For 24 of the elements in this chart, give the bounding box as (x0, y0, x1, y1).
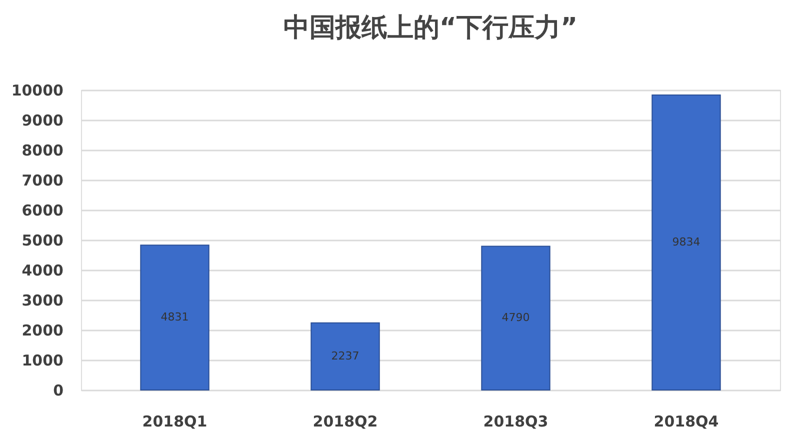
y-tick-label: 10000 (11, 82, 64, 100)
y-tick-label: 2000 (22, 322, 64, 340)
x-tick-label: 2018Q3 (483, 412, 548, 430)
data-label: 2237 (331, 349, 360, 362)
data-label: 4831 (160, 310, 189, 324)
x-tick-label: 2018Q1 (142, 412, 208, 430)
y-tick-label: 8000 (22, 142, 64, 160)
y-tick-label: 4000 (22, 262, 64, 280)
y-tick-label: 7000 (22, 172, 64, 190)
y-tick-label: 0 (53, 382, 64, 400)
chart-title: 中国报纸上的“下行压力” (283, 13, 578, 43)
bar (310, 322, 380, 390)
x-tick-label: 2018Q4 (654, 412, 719, 430)
x-tick-label: 2018Q2 (312, 412, 378, 430)
y-tick-label: 1000 (22, 352, 64, 370)
y-tick-label: 9000 (22, 112, 64, 130)
data-label: 9834 (672, 235, 700, 248)
bar (140, 244, 210, 390)
y-tick-label: 5000 (22, 232, 64, 250)
y-tick-label: 3000 (22, 292, 64, 310)
bar (481, 246, 550, 390)
data-label: 4790 (502, 311, 530, 324)
bar (652, 94, 721, 390)
y-tick-label: 6000 (22, 202, 64, 220)
